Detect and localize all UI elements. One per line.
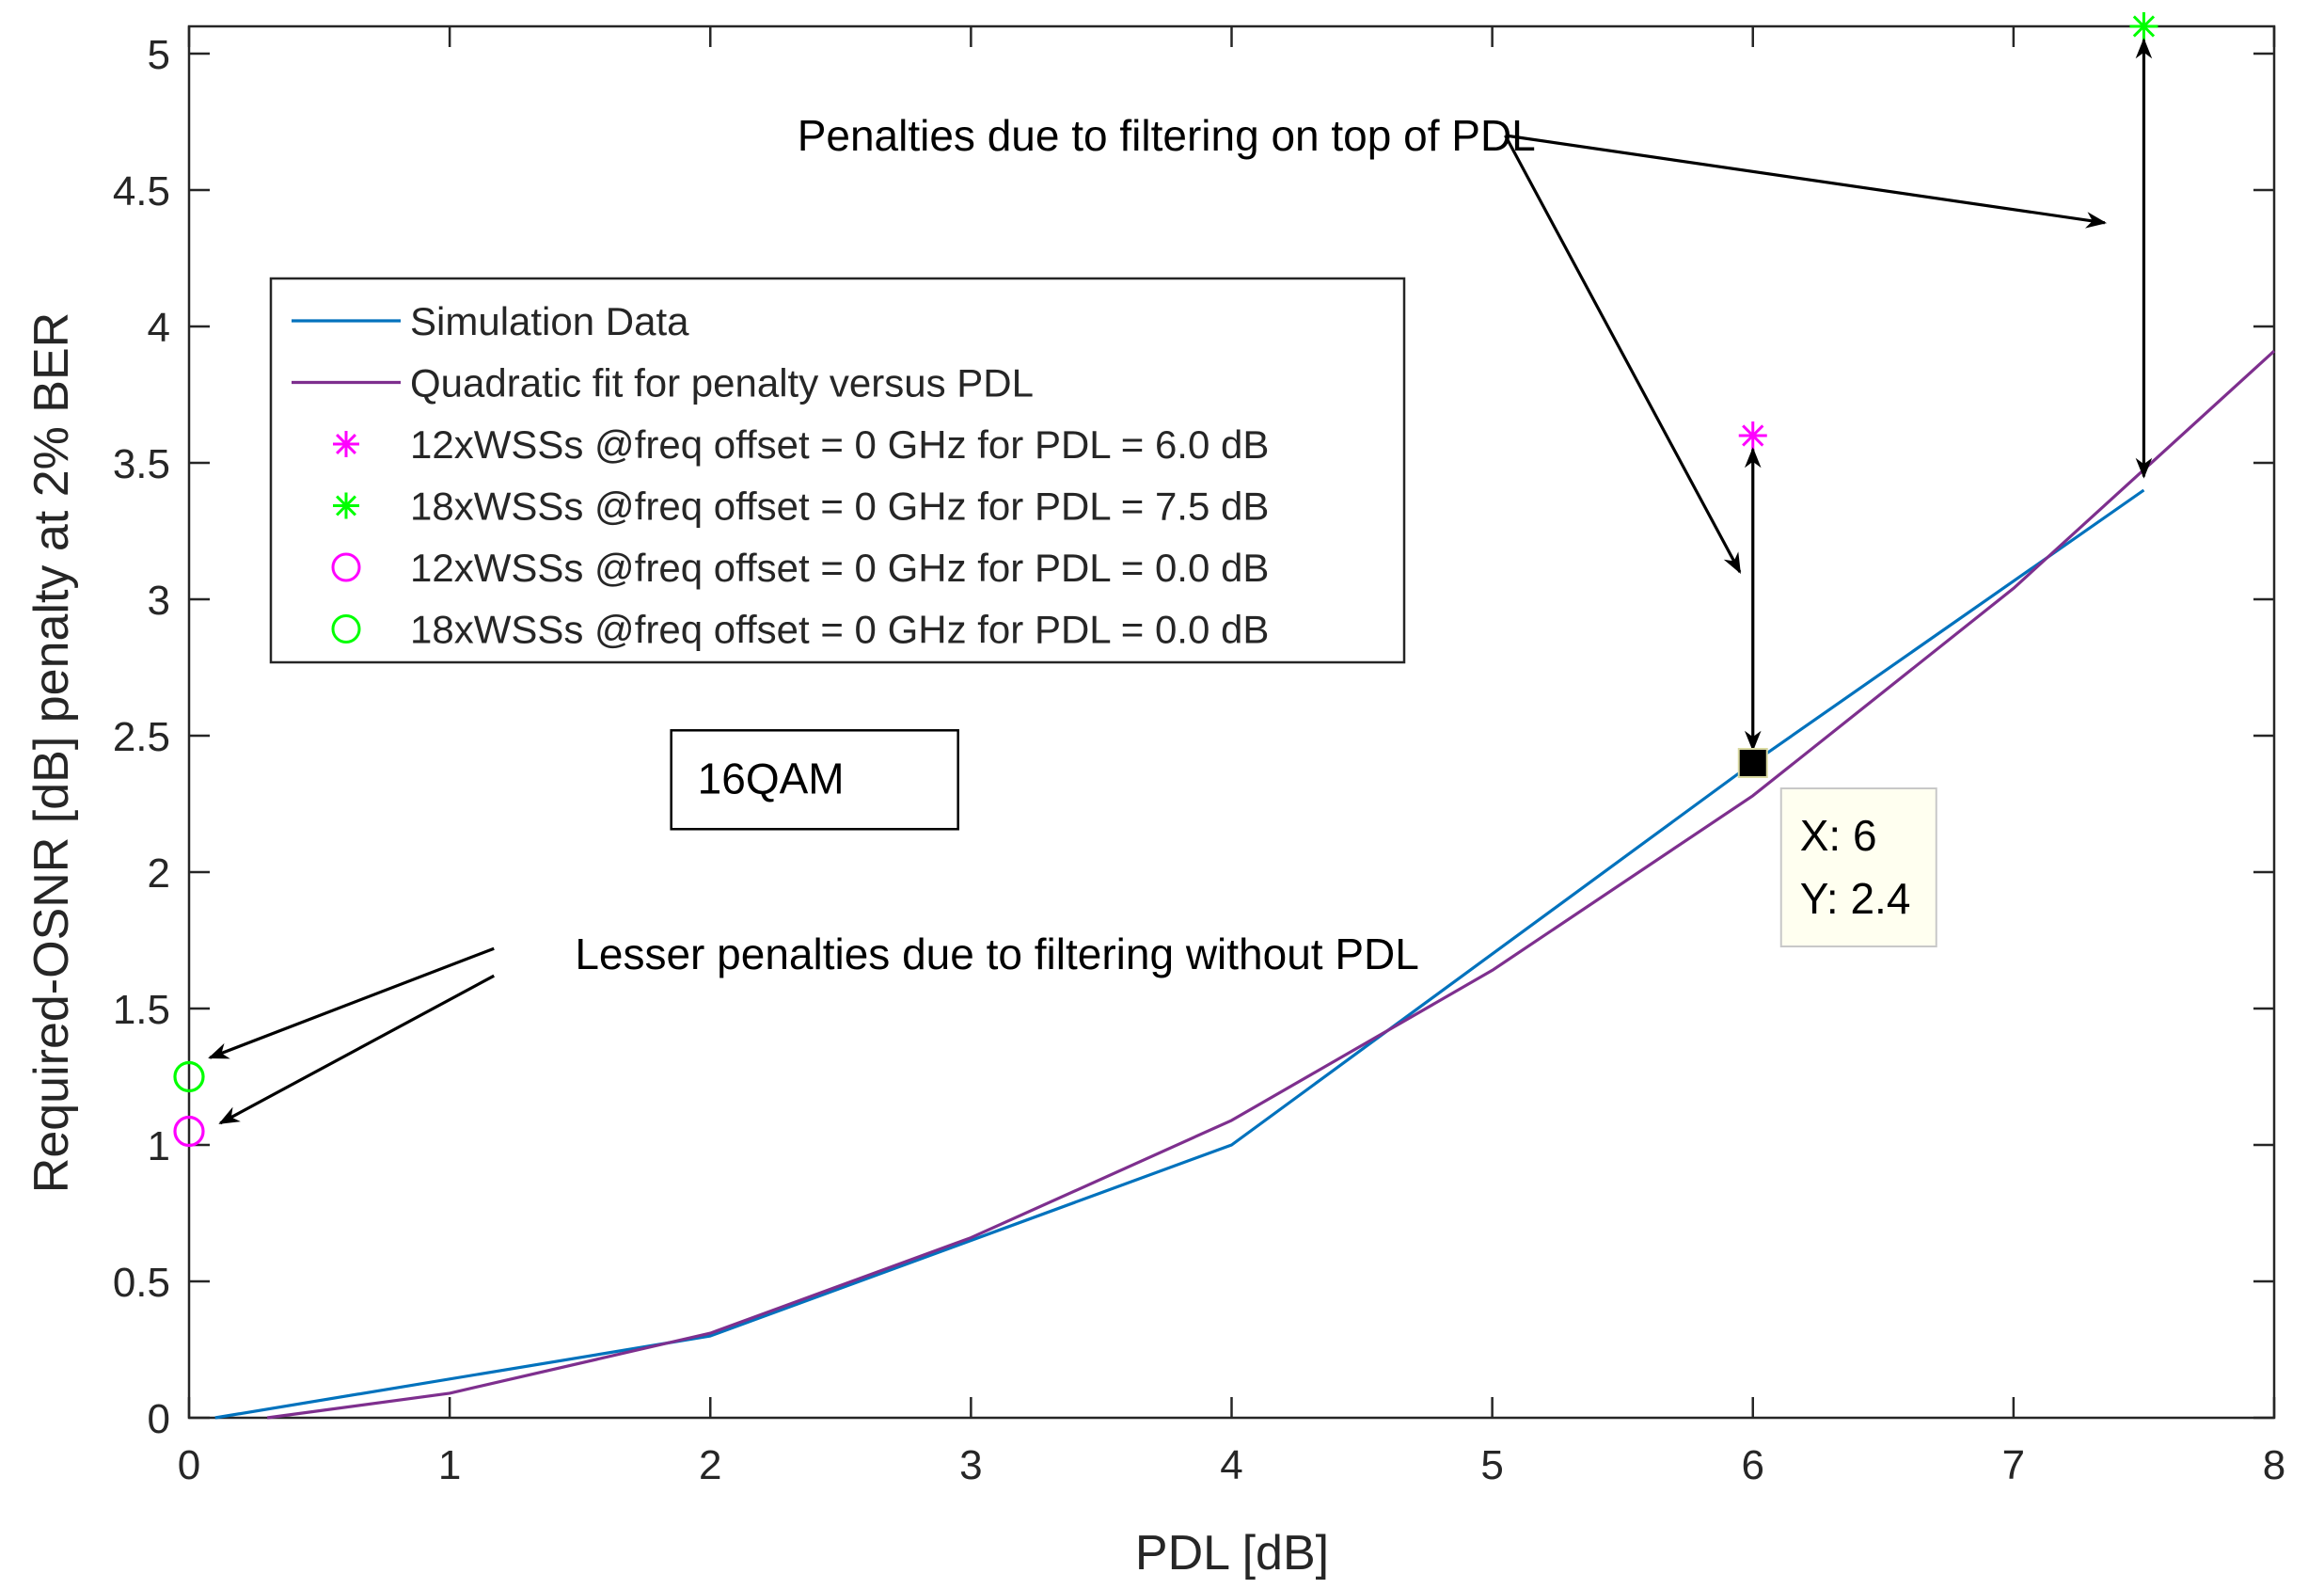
legend-label-0: Simulation Data — [410, 299, 689, 343]
x-tick-label: 8 — [2263, 1442, 2285, 1488]
y-tick-label: 4.5 — [113, 168, 170, 215]
series-point-2 — [1738, 421, 1767, 450]
series-line-0 — [214, 488, 2145, 1420]
y-tick-label: 0.5 — [113, 1260, 170, 1306]
asterisk-stroke — [336, 434, 356, 454]
legend-swatch-3 — [333, 492, 359, 519]
legend-label-4: 12xWSSs @freq offset = 0 GHz for PDL = 0… — [410, 546, 1269, 590]
x-tick-label: 6 — [1742, 1442, 1764, 1488]
asterisk-stroke — [336, 495, 356, 516]
plot-area — [187, 24, 2276, 1420]
series-point-3 — [2129, 12, 2158, 40]
x-tick-label: 5 — [1480, 1442, 1503, 1488]
text-box — [670, 729, 959, 831]
legend-swatch-4 — [331, 552, 361, 582]
annotation-arrow-1-0 — [208, 946, 495, 1059]
annotation-arrow-0-0 — [1504, 135, 1742, 574]
x-tick-label: 1 — [438, 1442, 461, 1488]
annotation-text-1: Lesser penalties due to filtering withou… — [575, 930, 1419, 978]
legend-label-3: 18xWSSs @freq offset = 0 GHz for PDL = 7… — [410, 485, 1269, 529]
annotation-text-0: Penalties due to filtering on top of PDL — [798, 111, 1536, 160]
asterisk-stroke — [2132, 15, 2156, 38]
datatip-x-text: X: 6 — [1800, 811, 1877, 860]
legend-label-5: 18xWSSs @freq offset = 0 GHz for PDL = 0… — [410, 608, 1269, 652]
series-layer — [173, 12, 2276, 1420]
y-axis-label: Required-OSNR [dB] penalty at 2% BER — [24, 312, 79, 1193]
legend-label-1: Quadratic fit for penalty versus PDL — [410, 361, 1034, 405]
axis-ticks: 0 1 2 3 4 5 6 7 8 0 0.5 1 1.5 2 2.5 3 3.5 4 4.5 5 — [113, 26, 2285, 1488]
datatip-marker — [1737, 748, 1768, 778]
y-tick-label: 3 — [148, 578, 170, 624]
annotation-arrow-1-1 — [218, 974, 495, 1125]
y-tick-label: 4 — [148, 305, 170, 351]
y-tick-label: 3.5 — [113, 441, 170, 487]
text-box-label: 16QAM — [698, 754, 845, 802]
axes-box — [187, 24, 2276, 1420]
series-line-1 — [266, 349, 2276, 1420]
x-tick-label: 2 — [699, 1442, 721, 1488]
annotation-layer: Penalties due to filtering on top of PDL… — [208, 38, 2153, 1125]
x-tick-label: 0 — [178, 1442, 200, 1488]
datatip-box — [1779, 787, 1937, 947]
legend-swatch-5 — [331, 614, 361, 644]
legend-label-2: 12xWSSs @freq offset = 0 GHz for PDL = 6… — [410, 422, 1269, 467]
datatip-y-text: Y: 2.4 — [1800, 874, 1911, 923]
y-tick-label: 1.5 — [113, 987, 170, 1033]
y-tick-label: 0 — [148, 1396, 170, 1442]
series-point-5 — [173, 1060, 205, 1093]
series-point-4 — [173, 1115, 205, 1148]
legend-swatch-2 — [333, 431, 359, 457]
y-tick-label: 2.5 — [113, 714, 170, 760]
annotation-arrow-0-1 — [1505, 134, 2108, 229]
legend: Simulation Data Quadratic fit for penalty… — [269, 277, 1406, 664]
legend-box — [269, 277, 1406, 664]
x-tick-label: 3 — [959, 1442, 982, 1488]
y-tick-label: 1 — [148, 1123, 170, 1169]
y-tick-label: 5 — [148, 32, 170, 78]
x-tick-label: 4 — [1220, 1442, 1242, 1488]
x-axis-label: PDL [dB] — [1135, 1526, 1329, 1581]
asterisk-stroke — [1742, 424, 1764, 447]
y-tick-label: 2 — [148, 850, 170, 897]
x-tick-label: 7 — [2002, 1442, 2025, 1488]
